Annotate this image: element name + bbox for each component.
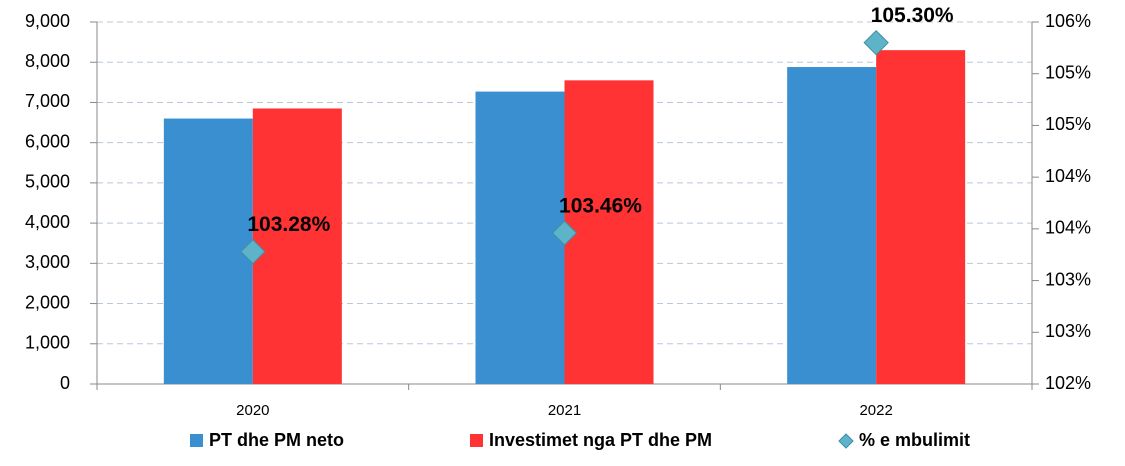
y-tick-label: 2,000 [25, 292, 70, 312]
y-tick-label: 8,000 [25, 51, 70, 71]
y2-tick-label: 106% [1045, 11, 1091, 31]
y-tick-label: 3,000 [25, 252, 70, 272]
bar [475, 91, 565, 384]
x-tick-label: 2021 [548, 402, 581, 419]
data-label: 105.30% [871, 4, 954, 27]
diamond-marker [863, 29, 889, 56]
y2-tick-label: 102% [1045, 373, 1091, 393]
legend-label: Investimet nga PT dhe PM [489, 430, 712, 450]
y-tick-label: 9,000 [25, 11, 70, 31]
bar [876, 50, 966, 385]
legend-swatch [838, 433, 854, 449]
y-tick-label: 6,000 [25, 131, 70, 151]
y-tick-label: 4,000 [25, 212, 70, 232]
bar [252, 108, 342, 384]
data-label: 103.28% [247, 213, 330, 236]
diamond-marker [551, 220, 578, 246]
x-tick-label: 2020 [236, 402, 269, 419]
y2-tick-label: 103% [1045, 269, 1091, 289]
legend-swatch [190, 434, 203, 447]
y-tick-label: 7,000 [25, 91, 70, 111]
bar [163, 118, 253, 385]
y2-tick-label: 105% [1045, 114, 1091, 134]
y-tick-label: 0 [60, 373, 70, 393]
y2-tick-label: 104% [1045, 218, 1091, 238]
y-tick-label: 1,000 [25, 333, 70, 353]
legend-swatch [470, 434, 483, 447]
y-tick-label: 5,000 [25, 172, 70, 192]
y2-tick-label: 104% [1045, 166, 1091, 186]
legend-label: PT dhe PM neto [209, 430, 344, 450]
x-tick-label: 2022 [859, 402, 892, 419]
legend-label: % e mbulimit [859, 430, 970, 450]
diamond-marker [240, 238, 266, 265]
y2-tick-label: 103% [1045, 321, 1091, 341]
bar [787, 67, 877, 384]
bar [564, 80, 654, 385]
y2-tick-label: 105% [1045, 62, 1091, 82]
data-label: 103.46% [559, 195, 642, 218]
